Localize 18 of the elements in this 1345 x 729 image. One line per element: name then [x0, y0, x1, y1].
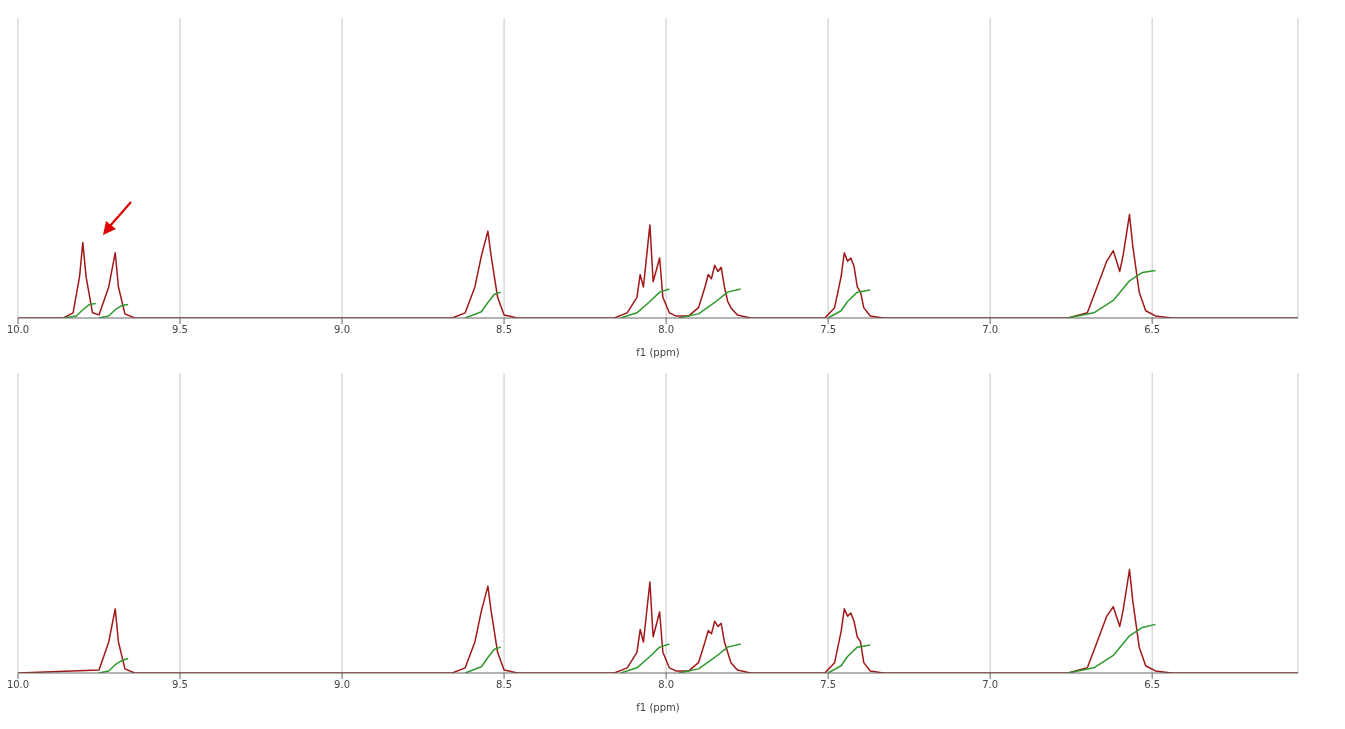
x-tick-label: 9.5	[172, 679, 188, 691]
x-tick-label: 6.5	[1144, 679, 1161, 691]
x-axis-title: f1 (ppm)	[636, 702, 680, 713]
x-tick-label: 7.5	[820, 324, 837, 336]
x-tick-label: 10.0	[6, 679, 30, 691]
x-tick-label: 6.5	[1144, 324, 1161, 336]
x-tick-label: 7.5	[820, 679, 837, 691]
x-tick-label: 8.5	[496, 679, 513, 691]
x-tick-label: 8.0	[658, 679, 675, 691]
x-tick-label: 9.5	[172, 324, 188, 336]
x-tick-label: 8.0	[658, 324, 675, 336]
x-axis-title: f1 (ppm)	[636, 347, 680, 358]
x-tick-label: 10.0	[6, 324, 30, 336]
x-tick-label: 7.0	[982, 324, 999, 336]
x-tick-label: 9.0	[334, 324, 350, 336]
x-tick-label: 8.5	[496, 324, 513, 336]
x-tick-label: 9.0	[334, 679, 350, 691]
x-tick-label: 7.0	[982, 679, 999, 691]
